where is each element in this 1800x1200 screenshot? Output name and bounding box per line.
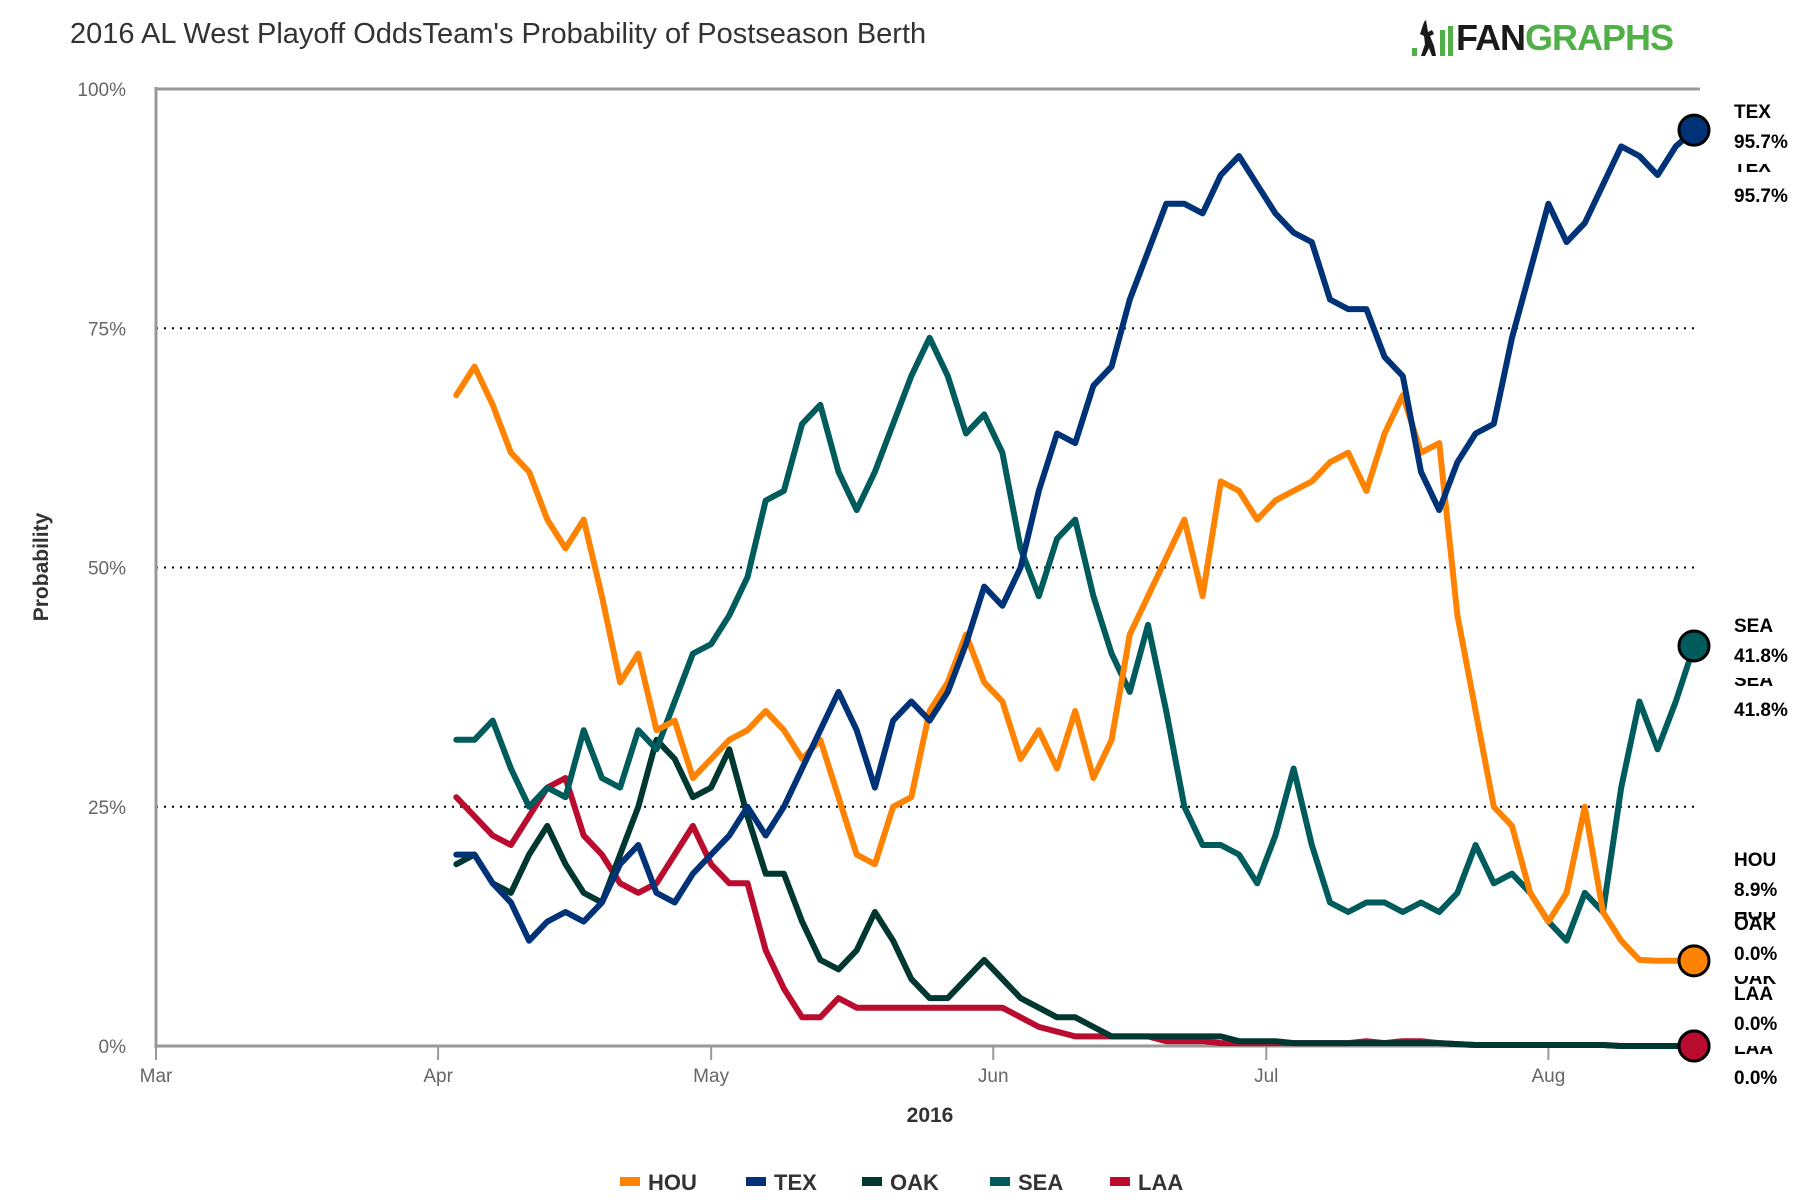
end-label-value: 0.0% <box>1734 1014 1777 1035</box>
y-tick-label: 25% <box>88 798 126 819</box>
end-label-value: 95.7% <box>1734 132 1788 153</box>
x-tick-label: Mar <box>140 1066 173 1087</box>
end-marker-hou <box>1677 944 1711 978</box>
x-axis-title: 2016 <box>907 1104 954 1127</box>
end-label-team: SEA <box>1734 616 1773 637</box>
series-line-sea <box>453 334 1697 944</box>
legend-swatch-sea <box>990 1177 1010 1186</box>
legend-label-sea: SEA <box>1018 1170 1063 1195</box>
end-label-value: 41.8% <box>1734 646 1788 667</box>
end-label-value: 0.0% <box>1734 944 1777 965</box>
y-tick-label: 100% <box>77 80 126 101</box>
x-tick-label: Apr <box>423 1066 453 1087</box>
chart-title: 2016 AL West Playoff OddsTeam's Probabil… <box>70 18 927 50</box>
end-marker-sea <box>1677 629 1711 663</box>
end-label-team: OAK <box>1734 914 1777 935</box>
end-label-value: 8.9% <box>1734 880 1777 901</box>
end-labels: HOU 8.9% HOU TEX 95.7% TEX 95.7% OAK 0.0% OAK SEA 4… <box>1734 102 1788 1089</box>
legend: HOU TEX OAK SEA LAA <box>620 1170 1183 1195</box>
end-label-team: LAA <box>1734 984 1773 1005</box>
end-label-value-dup: 95.7% <box>1734 186 1788 207</box>
batter-bars-icon <box>1412 20 1453 56</box>
end-label-team: HOU <box>1734 850 1776 871</box>
y-axis-ticks: 0% 25% 50% 75% 100% <box>77 80 126 1058</box>
end-label-team-dup: LAA <box>1734 1038 1773 1059</box>
end-marker-tex <box>1677 113 1711 147</box>
end-label-team-dup: SEA <box>1734 670 1773 691</box>
y-tick-label: 0% <box>99 1037 127 1058</box>
legend-swatch-hou <box>620 1177 640 1186</box>
legend-label-tex: TEX <box>774 1170 817 1195</box>
fangraphs-logo: FAN GRAPHS <box>1410 17 1674 58</box>
x-tick-label: Jul <box>1254 1066 1278 1087</box>
x-tick-label: Aug <box>1531 1066 1565 1087</box>
end-marker-laa <box>1677 1029 1711 1063</box>
series-line-tex <box>453 127 1697 944</box>
legend-swatch-tex <box>746 1177 766 1186</box>
series-lines <box>453 127 1697 1049</box>
end-markers <box>1677 113 1711 1063</box>
end-label-value-dup: 0.0% <box>1734 1068 1777 1089</box>
logo-text-fan: FAN <box>1456 17 1526 58</box>
legend-label-hou: HOU <box>648 1170 697 1195</box>
end-label-value-dup: 41.8% <box>1734 700 1788 721</box>
logo-text-graphs: GRAPHS <box>1525 17 1674 58</box>
y-axis-title: Probability <box>30 512 53 621</box>
y-tick-label: 50% <box>88 559 126 580</box>
end-label-team-dup: OAK <box>1734 968 1777 989</box>
x-tick-label: May <box>693 1066 729 1087</box>
x-axis-ticks: Mar Apr May Jun Jul Aug <box>140 1046 1565 1087</box>
series-line-oak <box>453 736 1697 1049</box>
end-label-team: TEX <box>1734 102 1771 123</box>
end-label-team-dup: HOU <box>1734 904 1776 925</box>
legend-label-laa: LAA <box>1138 1170 1183 1195</box>
end-label-team-dup: TEX <box>1734 156 1771 177</box>
legend-swatch-oak <box>862 1177 882 1186</box>
x-tick-label: Jun <box>978 1066 1009 1087</box>
grid-lines <box>156 327 1700 808</box>
legend-swatch-laa <box>1110 1177 1130 1186</box>
series-line-hou <box>453 363 1697 964</box>
legend-label-oak: OAK <box>890 1170 939 1195</box>
y-tick-label: 75% <box>88 319 126 340</box>
